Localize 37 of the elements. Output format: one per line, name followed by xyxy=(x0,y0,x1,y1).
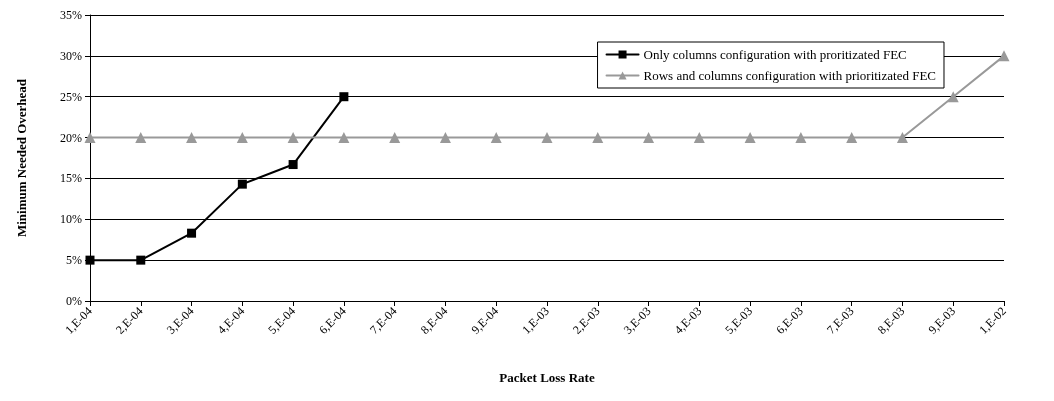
y-tick-label: 10% xyxy=(60,212,82,227)
point xyxy=(288,160,298,170)
x-axis-title: Packet Loss Rate xyxy=(499,370,595,385)
point xyxy=(186,132,198,144)
y-tick-label: 25% xyxy=(60,89,82,104)
point xyxy=(135,132,147,144)
point xyxy=(693,132,705,144)
point xyxy=(338,132,350,144)
point xyxy=(236,132,248,144)
y-tick-label: 15% xyxy=(60,171,82,186)
point xyxy=(439,132,451,144)
point xyxy=(947,91,959,103)
point xyxy=(287,132,299,144)
point xyxy=(896,132,908,144)
y-tick-label: 20% xyxy=(60,130,82,145)
legend-label: Only columns configuration with proritizated FEC xyxy=(643,47,907,62)
y-tick-label: 30% xyxy=(60,48,82,63)
point xyxy=(84,132,96,144)
y-tick-label: 35% xyxy=(60,8,82,22)
y-axis-title: Minimum Needed Overhead xyxy=(14,78,29,238)
legend-label: Rows and columns configuration with prioritizated FEC xyxy=(643,68,937,83)
point xyxy=(846,132,858,144)
point xyxy=(339,92,349,102)
point xyxy=(592,132,604,144)
point xyxy=(744,132,756,144)
point xyxy=(998,50,1010,62)
point xyxy=(541,132,553,144)
point xyxy=(237,179,247,189)
point xyxy=(795,132,807,144)
point xyxy=(490,132,502,144)
point xyxy=(136,255,146,265)
point xyxy=(643,132,655,144)
point xyxy=(85,255,95,265)
y-tick-label: 0% xyxy=(66,294,82,308)
y-tick-label: 5% xyxy=(66,253,82,268)
point xyxy=(389,132,401,144)
point xyxy=(187,228,197,238)
